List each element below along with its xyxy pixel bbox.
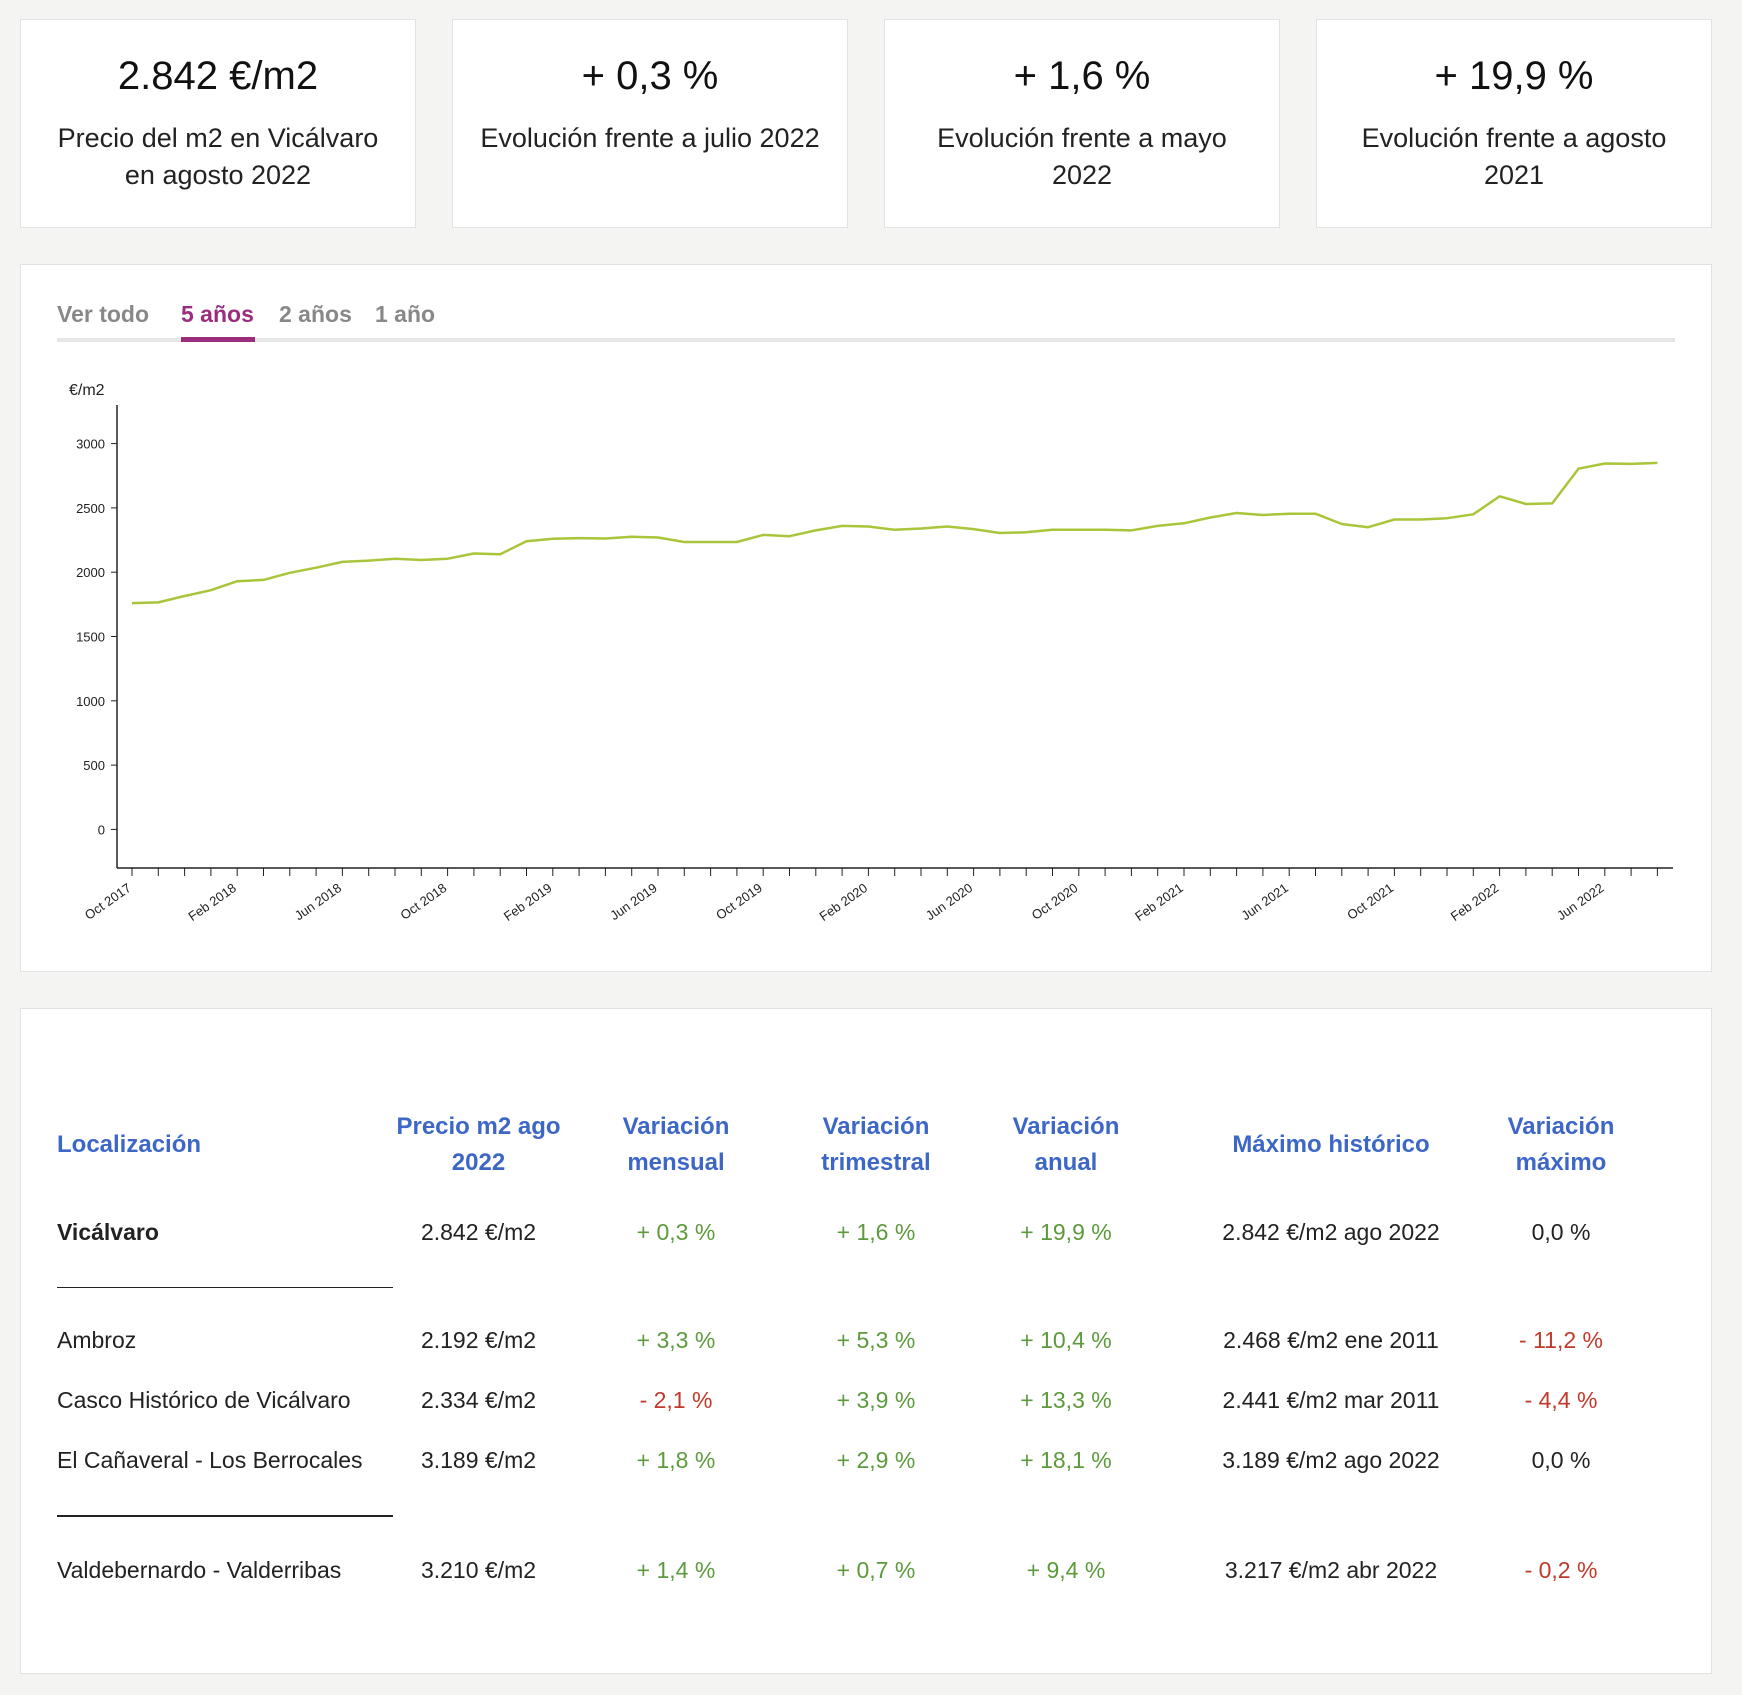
stat-label: Evolución frente a agosto 2021 (1361, 123, 1667, 190)
stat-card-price: 2.842 €/m2 Precio del m2 en Vicálvaro en… (20, 19, 416, 228)
cell-quarterly: + 0,7 % (836, 1557, 916, 1583)
cell-max: 2.441 €/m2 mar 2011 (1222, 1387, 1440, 1413)
price-table: Localización Precio m2 ago 2022 Variació… (20, 1008, 1712, 1674)
stat-label: Evolución frente a mayo 2022 (937, 123, 1227, 190)
cell-annual: + 13,3 % (1020, 1387, 1112, 1413)
cell-max: 3.189 €/m2 ago 2022 (1222, 1447, 1440, 1473)
row-separator (57, 1287, 393, 1288)
stat-card-monthly: + 0,3 % Evolución frente a julio 2022 (452, 19, 848, 228)
y-tick-label: 2000 (76, 565, 105, 580)
x-tick-label: Feb 2022 (1448, 880, 1502, 924)
x-tick-label: Jun 2020 (923, 880, 975, 923)
cell-loc: Casco Histórico de Vicálvaro (57, 1387, 351, 1413)
y-tick-label: 500 (83, 758, 105, 773)
cell-price: 2.192 €/m2 (420, 1327, 537, 1353)
y-axis-label: €/m2 (69, 382, 105, 399)
active-tab-indicator (181, 337, 255, 342)
y-tick-label: 0 (98, 822, 105, 837)
row-separator (57, 1515, 393, 1517)
cell-price: 3.189 €/m2 (420, 1447, 537, 1473)
stat-value: + 1,6 % (1013, 54, 1151, 98)
stat-card-annual: + 19,9 % Evolución frente a agosto 2021 (1316, 19, 1712, 228)
tab-ver-todo[interactable]: Ver todo (57, 301, 150, 327)
x-tick-label: Feb 2018 (185, 880, 239, 924)
cell-loc: Valdebernardo - Valderribas (57, 1557, 342, 1583)
cell-price: 2.334 €/m2 (420, 1387, 537, 1413)
stat-value: 2.842 €/m2 (117, 54, 319, 98)
x-tick-label: Oct 2018 (397, 880, 449, 923)
cell-monthly: + 3,3 % (636, 1327, 716, 1353)
cell-quarterly: + 2,9 % (836, 1447, 916, 1473)
cell-price: 2.842 €/m2 (420, 1219, 537, 1245)
cell-maxvar: - 11,2 % (1519, 1327, 1603, 1353)
cell-max: 3.217 €/m2 abr 2022 (1224, 1557, 1438, 1583)
stat-value: + 19,9 % (1434, 54, 1594, 98)
tabs-baseline (57, 338, 1675, 342)
x-tick-label: Oct 2017 (82, 880, 134, 923)
cell-loc: El Cañaveral - Los Berrocales (57, 1447, 363, 1473)
y-tick-label: 1500 (76, 630, 105, 645)
x-tick-label: Feb 2021 (1132, 880, 1186, 924)
cell-maxvar: - 0,2 % (1524, 1557, 1598, 1583)
tab-2-anos[interactable]: 2 años (279, 301, 352, 327)
x-tick-label: Jun 2022 (1554, 880, 1606, 923)
cell-quarterly: + 1,6 % (836, 1219, 916, 1245)
y-tick-label: 3000 (76, 437, 105, 452)
stat-card-quarterly: + 1,6 % Evolución frente a mayo 2022 (884, 19, 1280, 228)
cell-maxvar: 0,0 % (1531, 1219, 1591, 1245)
x-tick-label: Jun 2021 (1238, 880, 1290, 923)
header-quarterly: Variación trimestral (821, 1113, 931, 1176)
header-max-variation: Variación máximo (1507, 1113, 1615, 1176)
cell-maxvar: 0,0 % (1531, 1447, 1591, 1473)
x-tick-label: Oct 2019 (713, 880, 765, 923)
cell-monthly: + 0,3 % (636, 1219, 716, 1245)
cell-monthly: - 2,1 % (639, 1387, 713, 1413)
x-tick-label: Jun 2019 (607, 880, 659, 923)
cell-quarterly: + 3,9 % (836, 1387, 916, 1413)
tab-5-anos[interactable]: 5 años (181, 301, 254, 327)
x-tick-label: Jun 2018 (292, 880, 344, 923)
cell-annual: + 9,4 % (1026, 1557, 1106, 1583)
cell-loc: Ambroz (57, 1327, 137, 1353)
x-tick-label: Oct 2021 (1344, 880, 1396, 923)
header-historic-max: Máximo histórico (1232, 1131, 1430, 1158)
stat-label: Precio del m2 en Vicálvaro en agosto 202… (57, 123, 379, 190)
price-chart: €/m2 0 500 1000 1500 2000 2500 3000 Oct 2017 Feb… (69, 382, 1673, 924)
cell-monthly: + 1,4 % (636, 1557, 716, 1583)
cell-maxvar: - 4,4 % (1524, 1387, 1598, 1413)
stat-value: + 0,3 % (581, 54, 719, 98)
cell-monthly: + 1,8 % (636, 1447, 716, 1473)
header-annual: Variación anual (1012, 1113, 1120, 1176)
cell-annual: + 19,9 % (1020, 1219, 1112, 1245)
stat-label: Evolución frente a julio 2022 (480, 123, 820, 153)
y-tick-label: 2500 (76, 501, 105, 516)
cell-quarterly: + 5,3 % (836, 1327, 916, 1353)
y-tick-label: 1000 (76, 694, 105, 709)
tab-1-ano[interactable]: 1 año (375, 301, 436, 327)
price-series-line (131, 461, 1658, 605)
header-price: Precio m2 ago 2022 (396, 1113, 561, 1176)
cell-max: 2.842 €/m2 ago 2022 (1222, 1219, 1440, 1245)
cell-price: 3.210 €/m2 (420, 1557, 537, 1583)
cell-annual: + 18,1 % (1020, 1447, 1112, 1473)
x-tick-label: Oct 2020 (1029, 880, 1081, 923)
chart-card: Ver todo 5 años 2 años 1 año €/m2 0 500 10… (20, 264, 1712, 972)
cell-annual: + 10,4 % (1020, 1327, 1112, 1353)
x-tick-label: Feb 2020 (817, 880, 871, 924)
x-tick-label: Feb 2019 (501, 880, 555, 924)
period-tabs: Ver todo 5 años 2 años 1 año (57, 301, 1675, 351)
cell-max: 2.468 €/m2 ene 2011 (1223, 1327, 1439, 1353)
cell-loc: Vicálvaro (57, 1219, 159, 1245)
header-monthly: Variación mensual (622, 1113, 730, 1176)
header-location: Localización (57, 1131, 202, 1158)
